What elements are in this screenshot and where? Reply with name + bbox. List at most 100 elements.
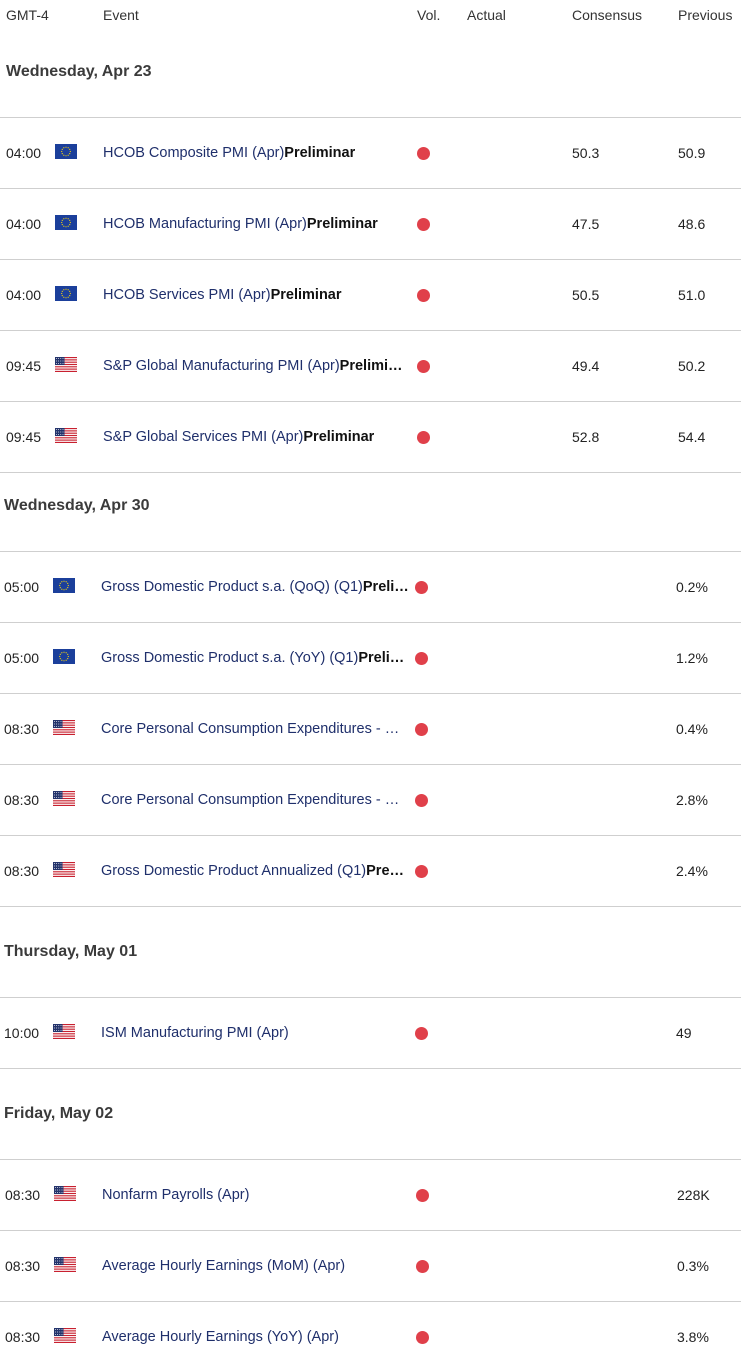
high-volatility-icon <box>415 1027 428 1040</box>
event-name-link[interactable]: Gross Domestic Product s.a. (QoQ) (Q1)Pr… <box>101 579 409 595</box>
previous-value: 49 <box>676 1025 692 1041</box>
event-row[interactable]: 08:30 Core Personal Consumption Expenditu… <box>0 693 741 764</box>
event-row[interactable]: 08:30 Average Hourly Earnings (MoM) (Apr)… <box>0 1230 741 1301</box>
us-flag-icon <box>55 428 77 443</box>
event-tag: Preliminar <box>306 216 378 232</box>
event-name: S&P Global Manufacturing PMI (Apr) <box>103 358 340 374</box>
eu-flag-icon <box>55 286 77 301</box>
event-row[interactable]: 08:30 Average Hourly Earnings (YoY) (Apr)… <box>0 1301 741 1372</box>
event-time: 08:30 <box>4 721 40 737</box>
event-name-link[interactable]: Average Hourly Earnings (MoM) (Apr) <box>102 1258 345 1274</box>
high-volatility-icon <box>415 865 428 878</box>
previous-value: 48.6 <box>678 216 706 232</box>
event-name-link[interactable]: S&P Global Manufacturing PMI (Apr)Prelim… <box>103 358 403 374</box>
previous-value: 0.4% <box>676 721 708 737</box>
event-name-link[interactable]: HCOB Services PMI (Apr)Preliminar <box>103 287 342 303</box>
event-name: Gross Domestic Product s.a. (QoQ) (Q1) <box>101 579 363 595</box>
event-name: ISM Manufacturing PMI (Apr) <box>101 1025 289 1041</box>
eu-flag-icon <box>55 144 77 159</box>
event-time: 08:30 <box>4 863 40 879</box>
high-volatility-icon <box>417 360 430 373</box>
event-time: 04:00 <box>6 216 42 232</box>
consensus-value: 47.5 <box>572 216 600 232</box>
event-time: 08:30 <box>5 1187 41 1203</box>
day-heading: Wednesday, Apr 23 <box>6 63 152 80</box>
high-volatility-icon <box>416 1331 429 1344</box>
eu-flag-icon <box>53 649 75 664</box>
us-flag-icon <box>54 1328 76 1343</box>
event-name-link[interactable]: Nonfarm Payrolls (Apr) <box>102 1187 249 1203</box>
event-time: 05:00 <box>4 579 40 595</box>
previous-value: 54.4 <box>678 429 706 445</box>
previous-value: 1.2% <box>676 650 708 666</box>
eu-flag-icon <box>55 215 77 230</box>
us-flag-icon <box>53 862 75 877</box>
event-name: Gross Domestic Product Annualized (Q1) <box>101 863 367 879</box>
event-name-link[interactable]: Gross Domestic Product Annualized (Q1)Pr… <box>101 863 404 879</box>
event-time: 08:30 <box>5 1329 41 1345</box>
high-volatility-icon <box>415 652 428 665</box>
event-row[interactable]: 05:00 Gross Domestic Product s.a. (YoY) (… <box>0 622 741 693</box>
event-name-link[interactable]: ISM Manufacturing PMI (Apr) <box>101 1025 289 1041</box>
event-name-link[interactable]: HCOB Manufacturing PMI (Apr)Preliminar <box>103 216 378 232</box>
event-row[interactable]: 08:30 Nonfarm Payrolls (Apr) 228K <box>0 1159 741 1230</box>
us-flag-icon <box>54 1257 76 1272</box>
event-name: HCOB Composite PMI (Apr) <box>103 145 285 161</box>
event-time: 09:45 <box>6 429 42 445</box>
event-name: Average Hourly Earnings (YoY) (Apr) <box>102 1329 339 1345</box>
previous-value: 51.0 <box>678 287 706 303</box>
us-flag-icon <box>54 1186 76 1201</box>
event-time: 04:00 <box>6 287 42 303</box>
event-name-link[interactable]: Gross Domestic Product s.a. (YoY) (Q1)Pr… <box>101 650 404 666</box>
consensus-value: 50.5 <box>572 287 600 303</box>
us-flag-icon <box>53 1024 75 1039</box>
section-divider <box>0 906 741 907</box>
event-name-link[interactable]: Average Hourly Earnings (YoY) (Apr) <box>102 1329 339 1345</box>
event-tag: Preli… <box>358 650 405 666</box>
consensus-value: 50.3 <box>572 145 600 161</box>
eu-flag-icon <box>53 578 75 593</box>
event-row[interactable]: 08:30 Core Personal Consumption Expenditu… <box>0 764 741 835</box>
event-time: 09:45 <box>6 358 42 374</box>
section-divider <box>0 1068 741 1069</box>
high-volatility-icon <box>417 289 430 302</box>
event-row[interactable]: 04:00 HCOB Composite PMI (Apr)Preliminar 5… <box>0 117 741 188</box>
event-name-link[interactable]: Core Personal Consumption Expenditures -… <box>101 721 399 737</box>
previous-value: 0.3% <box>677 1258 709 1274</box>
event-tag: Preli… <box>362 579 409 595</box>
previous-value: 228K <box>677 1187 710 1203</box>
event-row[interactable]: 05:00 Gross Domestic Product s.a. (QoQ) (… <box>0 551 741 622</box>
high-volatility-icon <box>417 147 430 160</box>
high-volatility-icon <box>415 723 428 736</box>
event-row[interactable]: 04:00 HCOB Services PMI (Apr)Preliminar 50… <box>0 259 741 330</box>
event-row[interactable]: 04:00 HCOB Manufacturing PMI (Apr)Prelimi… <box>0 188 741 259</box>
day-heading: Thursday, May 01 <box>4 943 138 960</box>
event-name: S&P Global Services PMI (Apr) <box>103 429 304 445</box>
event-name-link[interactable]: Core Personal Consumption Expenditures -… <box>101 792 399 808</box>
event-name: Core Personal Consumption Expenditures -… <box>101 792 400 808</box>
actual-header: Actual <box>467 7 506 23</box>
event-name-link[interactable]: S&P Global Services PMI (Apr)Preliminar <box>103 429 374 445</box>
high-volatility-icon <box>415 581 428 594</box>
event-name: HCOB Manufacturing PMI (Apr) <box>103 216 307 232</box>
previous-value: 2.4% <box>676 863 708 879</box>
event-tag: Prelimi… <box>339 358 403 374</box>
event-name: Nonfarm Payrolls (Apr) <box>102 1187 250 1203</box>
high-volatility-icon <box>415 794 428 807</box>
event-name: Core Personal Consumption Expenditures -… <box>101 721 400 737</box>
event-row[interactable]: 09:45 S&P Global Services PMI (Apr)Prelim… <box>0 401 741 472</box>
event-row[interactable]: 08:30 Gross Domestic Product Annualized (… <box>0 835 741 906</box>
day-heading: Friday, May 02 <box>4 1105 114 1122</box>
event-tag: Preliminar <box>270 287 342 303</box>
event-name-link[interactable]: HCOB Composite PMI (Apr)Preliminar <box>103 145 355 161</box>
event-name: Gross Domestic Product s.a. (YoY) (Q1) <box>101 650 359 666</box>
vol-header: Vol. <box>417 7 441 23</box>
timezone-header[interactable]: GMT-4 <box>6 7 49 23</box>
previous-value: 3.8% <box>677 1329 709 1345</box>
consensus-value: 52.8 <box>572 429 600 445</box>
high-volatility-icon <box>416 1189 429 1202</box>
event-row[interactable]: 10:00 ISM Manufacturing PMI (Apr) 49 <box>0 997 741 1068</box>
event-time: 08:30 <box>5 1258 41 1274</box>
event-row[interactable]: 09:45 S&P Global Manufacturing PMI (Apr)P… <box>0 330 741 401</box>
event-time: 04:00 <box>6 145 42 161</box>
